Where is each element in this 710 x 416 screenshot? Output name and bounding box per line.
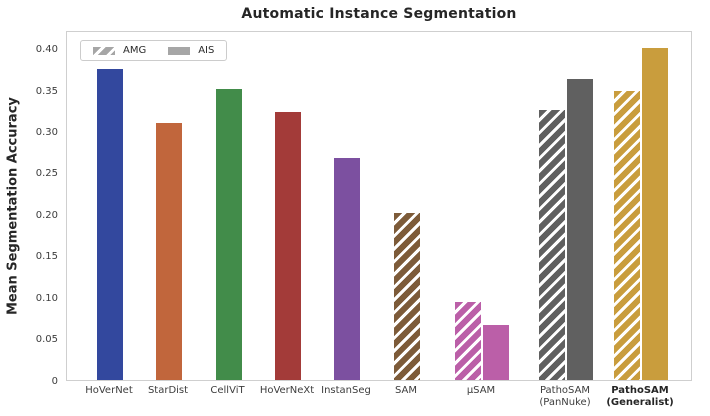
x-tick-label-hovernext: HoVerNeXt [259, 385, 315, 396]
bar-pathosam-generalist--ais [642, 47, 668, 380]
bar-sam-amg [394, 212, 420, 380]
bar--sam-ais [483, 324, 509, 380]
bar-pathosam-pannuke--amg [539, 110, 565, 380]
bar-cellvit-single [215, 89, 242, 380]
bar--sam-amg [455, 302, 481, 380]
x-tick-label-instanseg: InstanSeg [321, 385, 371, 396]
chart-title: Automatic Instance Segmentation [241, 6, 517, 22]
x-tick-label-sam: SAM [394, 385, 417, 396]
x-tick-label-stardist: StarDist [147, 385, 189, 396]
y-tick-label: 0 [51, 375, 58, 387]
bar-hovernext-single [275, 111, 301, 380]
x-tick-label-cellvit: CellViT [210, 385, 245, 396]
x-tick-label--sam: μSAM [466, 385, 496, 396]
bar-pathosam-pannuke--ais [567, 79, 593, 380]
y-tick-label: 0.40 [35, 44, 58, 56]
bar-pathosam-generalist--amg [614, 91, 640, 380]
legend-item-amg: AMG [93, 45, 146, 56]
bar-stardist-single [156, 123, 182, 380]
legend-label-amg: AMG [123, 45, 147, 56]
legend: AMG AIS [80, 40, 228, 61]
y-tick-label: 0.20 [35, 209, 58, 221]
x-tick-label-pathosam-pannuke-: PathoSAM (PanNuke) [539, 385, 591, 408]
y-tick-label: 0.30 [35, 126, 58, 138]
bar-hovernet-single [97, 68, 123, 380]
amg-hatched-swatch-icon [93, 46, 115, 55]
y-tick-label: 0.15 [35, 251, 58, 263]
y-tick-label: 0.35 [35, 85, 58, 97]
x-tick-label-hovernet: HoVerNet [85, 385, 133, 396]
y-tick-label: 0.05 [35, 334, 58, 346]
y-tick-label: 0.10 [35, 292, 58, 304]
legend-label-ais: AIS [198, 45, 215, 56]
ais-solid-swatch-icon [168, 46, 191, 55]
bar-instanseg-single [334, 158, 360, 380]
x-tick-label-pathosam-generalist-: PathoSAM (Generalist) [606, 385, 674, 408]
y-axis-label: Mean Segmentation Accuracy [5, 97, 21, 315]
legend-item-ais: AIS [168, 45, 214, 56]
y-tick-label: 0.25 [35, 168, 58, 180]
plot-area [66, 31, 692, 381]
